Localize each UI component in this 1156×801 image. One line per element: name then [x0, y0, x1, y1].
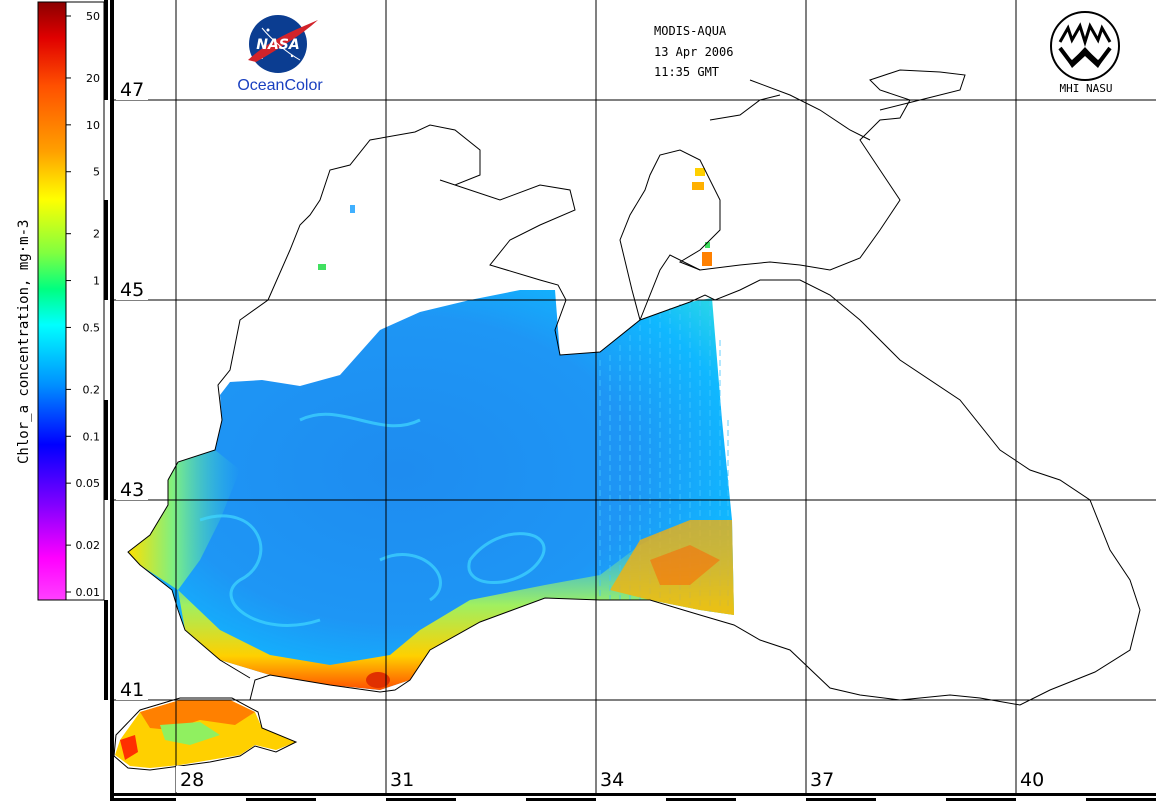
latitude-labels: 47 45 43 41 — [116, 78, 148, 701]
lat-label: 43 — [120, 479, 144, 501]
colorbar-gradient — [37, 1, 67, 601]
date-label: 13 Apr 2006 — [654, 45, 733, 59]
left-axis — [104, 0, 114, 801]
colorbar-tick-label: 0.02 — [76, 539, 101, 552]
marmara-sea — [115, 700, 296, 768]
mhi-logo: MHI NASU — [1050, 11, 1120, 95]
colorbar-tick-label: 50 — [86, 10, 100, 23]
sensor-label: MODIS-AQUA — [654, 24, 727, 38]
lon-label: 34 — [600, 769, 624, 791]
colorbar-tick-label: 0.2 — [83, 383, 101, 396]
header-info: MODIS-AQUA 13 Apr 2006 11:35 GMT — [654, 24, 733, 79]
nasa-logo: NASA OceanColor — [237, 15, 323, 94]
colorbar-tick-label: 2 — [93, 228, 100, 241]
colorbar-tick-label: 10 — [86, 119, 100, 132]
lat-label: 41 — [120, 679, 144, 701]
lon-label: 37 — [810, 769, 834, 791]
lon-label: 28 — [180, 769, 204, 791]
nasa-logo-text: NASA — [256, 37, 299, 53]
colorbar-tick-label: 0.5 — [83, 321, 101, 334]
colorbar-tick-label: 0.05 — [76, 477, 101, 490]
colorbar: 50 20 10 5 2 1 0.5 0.2 0.1 0.05 0.02 0.01 Chlor_a c… — [16, 1, 105, 601]
colorbar-tick-label: 0.01 — [76, 586, 101, 599]
lat-label: 47 — [120, 79, 144, 101]
chlorophyll-field — [128, 290, 734, 690]
colorbar-tick-label: 5 — [93, 166, 100, 179]
azov-patches — [318, 168, 712, 270]
time-label: 11:35 GMT — [654, 65, 719, 79]
colorbar-title: Chlor_a concentration, mg·m-3 — [16, 220, 32, 464]
colorbar-tick-label: 1 — [93, 275, 100, 288]
coastline — [113, 69, 1141, 771]
lon-label: 31 — [390, 769, 414, 791]
oceancolor-text: OceanColor — [237, 77, 323, 94]
lon-label: 40 — [1020, 769, 1044, 791]
lat-label: 45 — [120, 279, 144, 301]
colorbar-tick-label: 0.1 — [83, 430, 101, 443]
longitude-labels: 28 31 34 37 40 — [176, 766, 1044, 792]
graticule — [114, 0, 1156, 793]
mhi-text: MHI NASU — [1060, 82, 1113, 95]
colorbar-tick-label: 20 — [86, 72, 100, 85]
bottom-axis — [114, 793, 1156, 801]
